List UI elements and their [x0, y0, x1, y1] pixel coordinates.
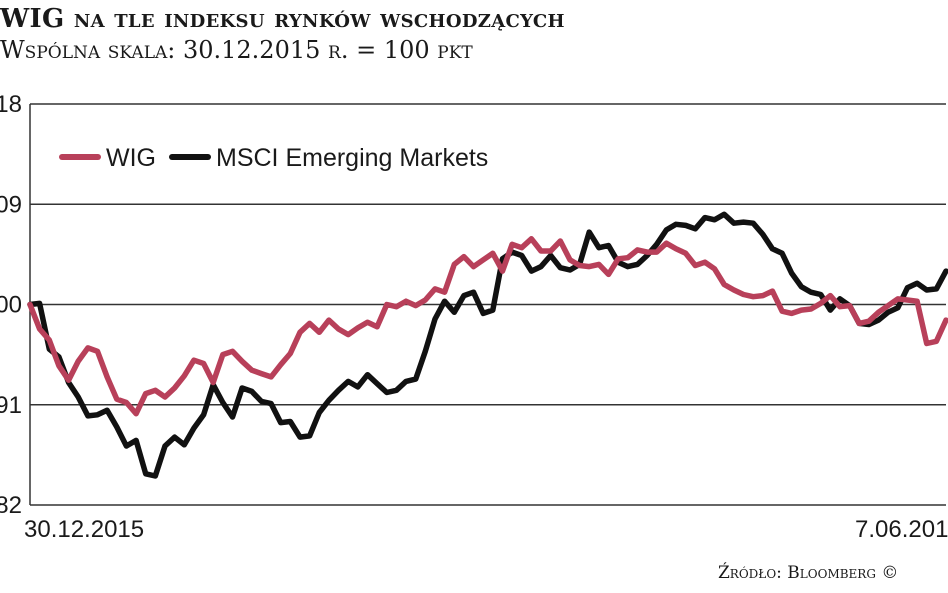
y-tick-label-82: 82 [0, 492, 22, 519]
chart-title: WIG na tle indeksu rynków wschodzących [0, 4, 565, 34]
series-line-msci-emerging-markets [27, 211, 948, 479]
y-tick-label-109: 109 [0, 191, 22, 218]
y-tick-label-100: 100 [0, 292, 22, 319]
legend-label-msci: MSCI Emerging Markets [216, 144, 488, 172]
x-axis: 30.12.2015 7.06.2016 [24, 516, 948, 543]
series-line-wig [27, 236, 948, 417]
grid-lines [29, 103, 946, 506]
source-note: Źródło: Bloomberg © [718, 563, 899, 583]
y-axis: 118 109 100 91 82 [0, 91, 22, 519]
chart-subtitle: Wspólna skala: 30.12.2015 r. = 100 pkt [0, 36, 473, 64]
legend-label-wig: WIG [106, 144, 156, 172]
series-lines [27, 211, 948, 479]
legend: WIG MSCI Emerging Markets [59, 144, 488, 172]
x-tick-label-end: 7.06.2016 [855, 516, 948, 543]
y-tick-label-91: 91 [0, 392, 22, 419]
x-tick-label-start: 30.12.2015 [24, 516, 144, 543]
y-tick-label-118: 118 [0, 91, 22, 118]
